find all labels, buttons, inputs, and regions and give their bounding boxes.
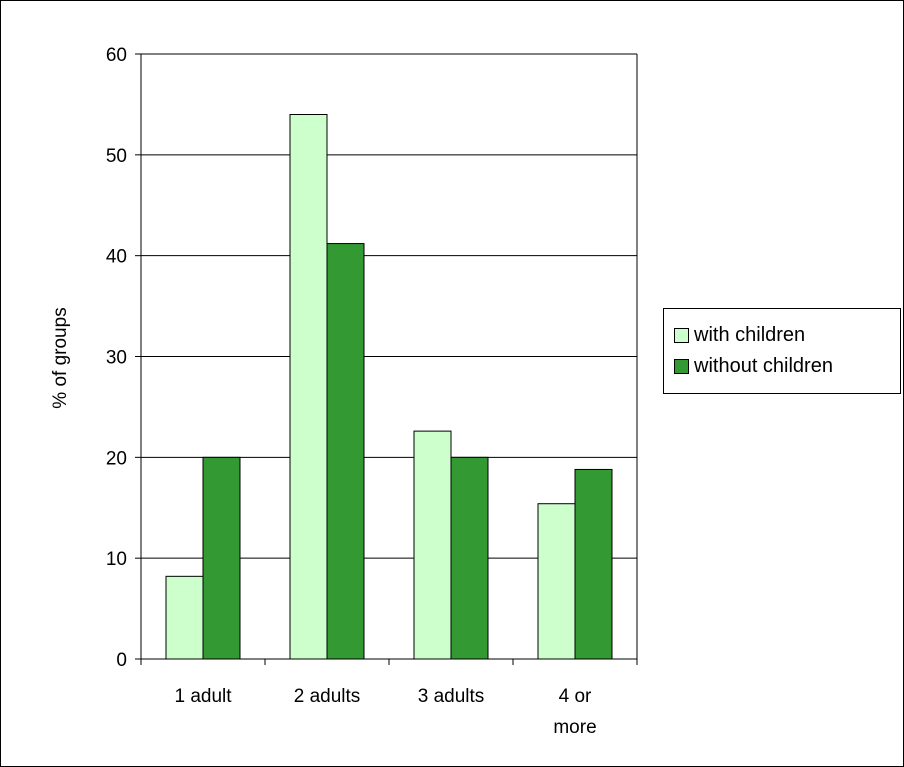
bar-without-children-1 xyxy=(326,243,365,660)
y-tick-label: 0 xyxy=(116,650,127,671)
bars xyxy=(165,114,613,660)
legend-label-without-children: without children xyxy=(694,354,833,377)
bar-without-children-2 xyxy=(450,456,489,660)
x-tick-label-line: 2 adults xyxy=(294,686,361,707)
axes: 0 10 20 30 40 50 60 1 adult 2 adults 3 adults 4 or… xyxy=(106,45,638,738)
x-tick-label: 2 adults xyxy=(294,686,361,707)
bar-with-children-0 xyxy=(165,575,204,660)
legend-swatch-with-children xyxy=(674,327,689,343)
bar-without-children-0 xyxy=(202,456,241,660)
y-tick-label: 60 xyxy=(106,45,127,66)
x-tick-label: 4 or more xyxy=(553,686,596,738)
x-tick-label-line: 4 or xyxy=(559,686,592,707)
y-tick-label: 20 xyxy=(106,448,127,469)
y-tick-label: 10 xyxy=(106,549,127,570)
bar-with-children-1 xyxy=(289,114,328,660)
x-tick-label-line: 1 adult xyxy=(174,686,232,707)
legend-label-with-children: with children xyxy=(694,323,806,346)
x-tick-label-line: 3 adults xyxy=(418,686,485,707)
bar-without-children-3 xyxy=(574,468,613,660)
y-tick-label: 30 xyxy=(106,348,127,369)
y-tick-label: 50 xyxy=(106,146,127,167)
legend-swatch-without-children xyxy=(674,358,689,374)
legend-item-without-children: without children xyxy=(674,353,833,379)
x-tick-label: 1 adult xyxy=(174,686,232,707)
x-tick-label-line: more xyxy=(553,717,596,738)
bar-with-children-2 xyxy=(413,430,452,660)
y-axis-title: % of groups xyxy=(50,307,71,408)
x-tick-label: 3 adults xyxy=(418,686,485,707)
bar-with-children-3 xyxy=(537,503,576,660)
legend: with children without children xyxy=(663,308,901,394)
y-tick-label: 40 xyxy=(106,247,127,268)
legend-item-with-children: with children xyxy=(674,322,805,348)
